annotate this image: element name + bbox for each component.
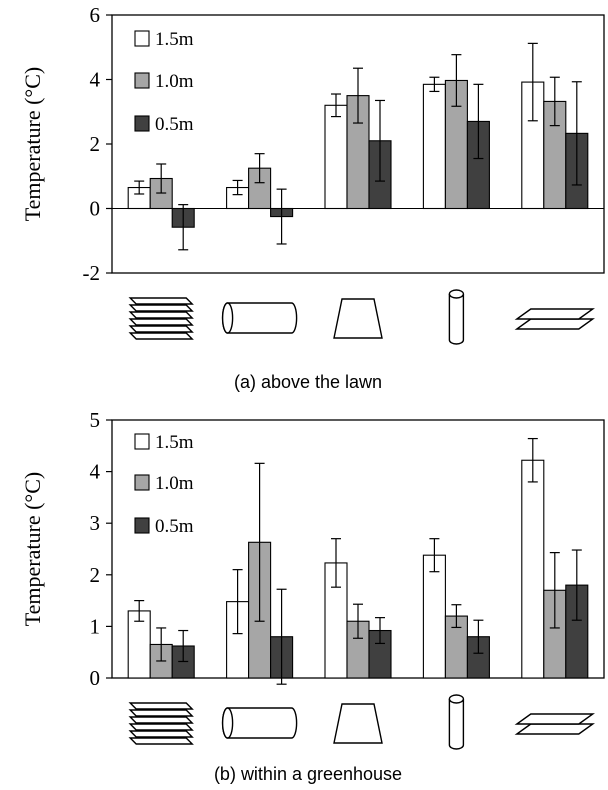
legend-swatch [134,474,150,491]
bar [324,104,348,210]
y-tick-label: 4 [90,68,101,92]
legend-swatch [134,433,150,450]
chart-caption: (a) above the lawn [234,372,382,392]
vertical-cylinder-icon [448,289,465,345]
chart-panel-a: -2 0 2 4 6 Temperature (°C) 1.5m 1.0m 0.5m (a) ab… [20,3,605,392]
vertical-cylinder-icon [448,694,465,750]
legend-swatch [134,517,150,534]
legend-label: 0.5m [155,516,194,537]
legend-swatch [134,72,150,89]
chart-caption: (b) within a greenhouse [214,764,402,784]
trapezoid-icon [333,298,383,339]
legend-label: 1.0m [155,473,194,494]
y-tick-label: 5 [90,408,101,432]
double-plate-icon [514,308,595,330]
trapezoid-icon [333,703,383,744]
chart-panel-b: 0 1 2 3 4 5 Temperature (°C) 1.5m 1.0m 0.5m (b) wi… [20,408,605,784]
horizontal-cylinder-icon [221,707,298,739]
y-tick-label: 2 [90,132,101,156]
stacked-plates-icon [128,297,194,340]
stacked-plates-icon [128,702,194,745]
bar [422,83,446,210]
y-tick-label: 0 [90,197,101,221]
double-plate-icon [514,713,595,735]
legend-swatch [134,115,150,132]
y-tick-label: 6 [90,3,101,27]
y-tick-label: 3 [90,511,101,535]
bar [521,459,545,679]
bar [422,554,446,679]
y-axis-label: Temperature (°C) [20,67,45,221]
legend-label: 1.5m [155,29,194,50]
legend-label: 0.5m [155,114,194,135]
y-tick-label: 1 [90,614,101,638]
horizontal-cylinder-icon [221,302,298,334]
y-tick-label: -2 [83,261,101,285]
y-tick-label: 4 [90,460,101,484]
y-tick-label: 0 [90,666,101,690]
legend-swatch [134,30,150,47]
legend-label: 1.5m [155,432,194,453]
y-axis-label: Temperature (°C) [20,472,45,626]
legend-label: 1.0m [155,71,194,92]
y-tick-label: 2 [90,563,101,587]
